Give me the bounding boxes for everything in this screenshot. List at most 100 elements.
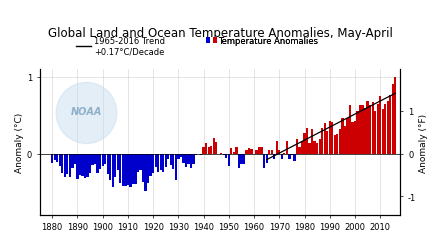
- Bar: [387, 101, 389, 154]
- Bar: [109, 154, 111, 181]
- Bar: [205, 143, 207, 154]
- Bar: [230, 148, 232, 154]
- Bar: [346, 119, 348, 154]
- Bar: [162, 154, 165, 172]
- Bar: [99, 154, 101, 169]
- Bar: [134, 154, 136, 184]
- Bar: [243, 154, 245, 165]
- Bar: [213, 139, 215, 154]
- Bar: [374, 111, 376, 154]
- Bar: [129, 154, 132, 188]
- Bar: [238, 154, 240, 168]
- Bar: [185, 154, 187, 167]
- Bar: [394, 78, 396, 154]
- Bar: [66, 154, 69, 174]
- Bar: [253, 154, 255, 155]
- Bar: [220, 153, 222, 154]
- Title: Global Land and Ocean Temperature Anomalies, May-April: Global Land and Ocean Temperature Anomal…: [48, 27, 392, 40]
- Bar: [137, 154, 139, 172]
- Bar: [304, 133, 306, 154]
- Bar: [79, 154, 81, 175]
- Legend: , Temperature Anomalies: , Temperature Anomalies: [202, 34, 322, 49]
- Bar: [273, 154, 275, 159]
- Bar: [117, 154, 119, 170]
- Bar: [351, 123, 354, 154]
- Bar: [210, 146, 213, 154]
- Bar: [192, 154, 194, 165]
- Bar: [89, 154, 91, 174]
- Bar: [377, 104, 379, 154]
- Bar: [321, 128, 323, 154]
- Bar: [381, 110, 384, 154]
- Bar: [175, 154, 177, 181]
- Bar: [260, 147, 263, 154]
- Bar: [258, 147, 260, 154]
- Bar: [336, 135, 338, 154]
- Bar: [288, 154, 290, 159]
- Bar: [356, 112, 359, 154]
- Bar: [69, 154, 71, 178]
- Y-axis label: Anomaly (°F): Anomaly (°F): [419, 113, 428, 172]
- Bar: [147, 154, 149, 184]
- Bar: [223, 154, 225, 156]
- Bar: [132, 154, 134, 184]
- Bar: [361, 105, 364, 154]
- Bar: [319, 140, 321, 154]
- Bar: [84, 154, 86, 178]
- Bar: [281, 154, 283, 159]
- Bar: [233, 152, 235, 154]
- Bar: [334, 136, 336, 154]
- Bar: [349, 106, 351, 154]
- Bar: [106, 154, 109, 174]
- Bar: [154, 154, 157, 168]
- Bar: [119, 154, 121, 184]
- Bar: [256, 150, 258, 154]
- Bar: [329, 121, 331, 154]
- Bar: [81, 154, 84, 176]
- Bar: [341, 119, 344, 154]
- Bar: [316, 143, 318, 154]
- Bar: [359, 105, 361, 154]
- Bar: [187, 154, 190, 164]
- Bar: [124, 154, 127, 186]
- Bar: [384, 104, 386, 154]
- Bar: [200, 154, 202, 156]
- Bar: [165, 154, 167, 168]
- Bar: [127, 154, 129, 185]
- Bar: [104, 154, 106, 165]
- Bar: [339, 130, 341, 154]
- Bar: [250, 149, 253, 154]
- Bar: [291, 154, 293, 156]
- Bar: [369, 106, 371, 154]
- Bar: [122, 154, 124, 186]
- Bar: [144, 154, 147, 191]
- Bar: [215, 142, 217, 154]
- Bar: [227, 154, 230, 166]
- Bar: [344, 126, 346, 154]
- Bar: [389, 96, 392, 154]
- Bar: [59, 154, 61, 166]
- Bar: [326, 131, 328, 154]
- Bar: [296, 140, 298, 154]
- Bar: [286, 142, 288, 154]
- Bar: [112, 154, 114, 187]
- Bar: [152, 154, 154, 173]
- Bar: [266, 154, 268, 163]
- Bar: [96, 154, 99, 173]
- Bar: [180, 154, 182, 158]
- Bar: [225, 154, 227, 158]
- Bar: [311, 130, 313, 154]
- Bar: [64, 154, 66, 177]
- Bar: [208, 147, 210, 154]
- Bar: [142, 154, 144, 182]
- Bar: [268, 151, 270, 154]
- Bar: [313, 142, 316, 154]
- Y-axis label: Anomaly (°C): Anomaly (°C): [15, 112, 24, 172]
- Bar: [323, 124, 326, 154]
- Bar: [195, 154, 197, 156]
- Bar: [371, 103, 374, 154]
- Bar: [94, 154, 96, 164]
- Bar: [51, 154, 53, 163]
- Bar: [248, 148, 250, 154]
- Bar: [157, 154, 159, 172]
